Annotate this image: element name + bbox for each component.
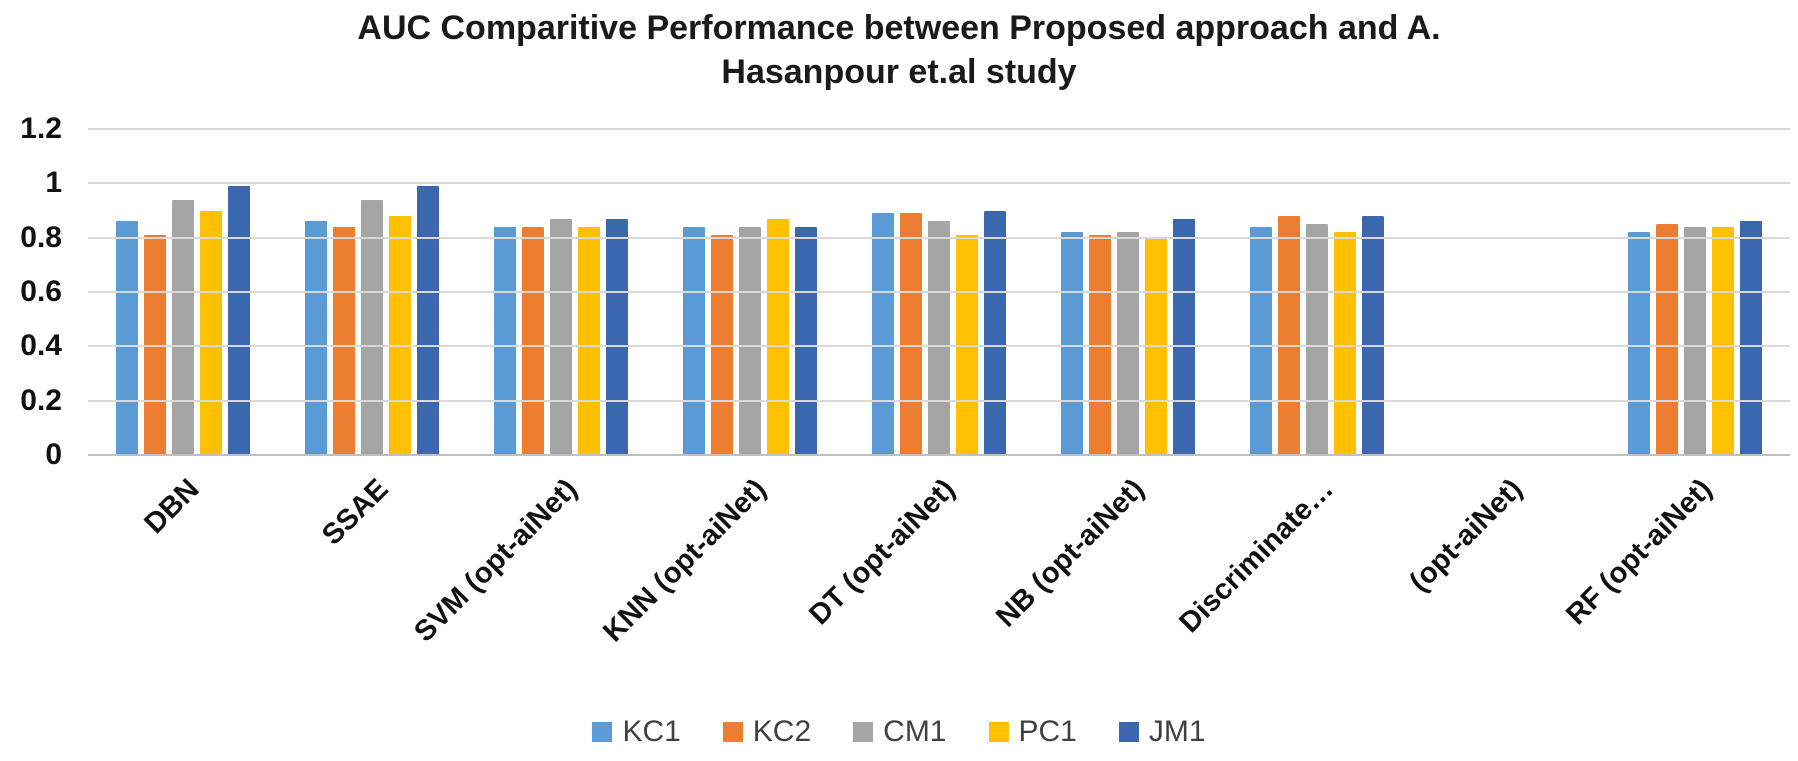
bar-JM1-9 (1740, 221, 1763, 455)
bar-PC1-7 (1334, 232, 1357, 455)
bar-KC2-2 (332, 226, 355, 455)
bar-PC1-9 (1712, 226, 1735, 455)
bar-KC1-5 (871, 213, 894, 455)
bar-PC1-4 (766, 218, 789, 455)
y-tick-label-0.2: 0.2 (20, 383, 62, 417)
bar-JM1-4 (794, 226, 817, 455)
bar-group-5 (844, 129, 1033, 455)
x-axis-label-8: (opt-aiNet) (1403, 473, 1529, 599)
legend-item-CM1: CM1 (853, 715, 947, 749)
y-tick-label-0.8: 0.8 (20, 220, 62, 254)
bar-KC1-9 (1628, 232, 1651, 455)
bar-KC1-4 (682, 226, 705, 455)
legend: KC1 KC2 CM1 PC1 JM1 (0, 715, 1798, 749)
legend-item-KC2: KC2 (722, 715, 812, 749)
gridline-y-1 (88, 182, 1790, 185)
legend-swatch-KC2 (722, 722, 743, 742)
bar-group-2 (277, 129, 466, 455)
bar-KC2-7 (1278, 215, 1301, 455)
x-label-slot-9: RF (opt-aiNet) (1560, 457, 1790, 647)
bar-KC1-3 (493, 226, 516, 455)
bar-KC1-2 (304, 221, 327, 455)
bar-CM1-2 (360, 199, 383, 455)
bar-JM1-1 (227, 186, 250, 455)
bar-CM1-6 (1117, 232, 1140, 455)
legend-label-CM1: CM1 (883, 715, 947, 748)
legend-label-JM1: JM1 (1148, 715, 1206, 748)
bar-KC2-3 (521, 226, 544, 455)
bar-CM1-7 (1306, 224, 1329, 455)
gridline-y-0 (88, 454, 1790, 456)
bar-group-3 (466, 129, 655, 455)
legend-swatch-PC1 (988, 722, 1009, 742)
bar-PC1-2 (388, 215, 411, 455)
bar-groups-container (88, 129, 1790, 455)
gridline-y-0.4 (88, 345, 1790, 348)
bar-JM1-3 (605, 218, 628, 455)
bar-KC1-6 (1061, 232, 1084, 455)
bar-PC1-3 (577, 226, 600, 455)
bar-CM1-5 (927, 221, 950, 455)
gridline-y-0.6 (88, 291, 1790, 293)
bar-JM1-5 (983, 210, 1006, 455)
bar-CM1-9 (1684, 226, 1707, 455)
bar-group-9 (1601, 129, 1790, 455)
x-label-slot-7: Discriminate… (1174, 457, 1412, 647)
y-tick-label-0.4: 0.4 (20, 329, 62, 363)
bar-CM1-3 (549, 218, 572, 455)
y-tick-label-1.2: 1.2 (20, 112, 62, 145)
legend-swatch-CM1 (853, 722, 874, 742)
bar-CM1-4 (738, 226, 761, 455)
x-axis-label-2: SSAE (315, 473, 395, 552)
chart-title: AUC Comparitive Performance between Prop… (0, 6, 1798, 94)
bar-JM1-6 (1173, 218, 1196, 455)
legend-label-KC2: KC2 (752, 715, 812, 748)
bar-JM1-7 (1362, 215, 1385, 455)
bar-KC2-5 (899, 213, 922, 455)
legend-swatch-KC1 (592, 722, 613, 742)
bar-group-4 (655, 129, 844, 455)
y-tick-label-0.6: 0.6 (20, 275, 62, 308)
bar-KC1-1 (115, 221, 138, 455)
y-tick-label-1: 1 (45, 166, 62, 200)
x-axis-labels: DBN SSAE SVM (opt-aiNet) KNN (opt-aiNet) DT … (88, 457, 1790, 648)
gridline-y-1.2 (88, 128, 1790, 130)
legend-item-PC1: PC1 (988, 715, 1077, 749)
bar-group-7 (1223, 129, 1412, 455)
y-tick-label-0: 0 (45, 438, 62, 471)
legend-item-JM1: JM1 (1118, 715, 1206, 749)
chart-title-line1: AUC Comparitive Performance between Prop… (357, 9, 1441, 47)
x-label-slot-1: DBN (88, 457, 277, 647)
legend-swatch-JM1 (1118, 722, 1139, 742)
legend-item-KC1: KC1 (592, 715, 681, 749)
gridline-y-0.8 (88, 236, 1790, 239)
bar-JM1-2 (416, 186, 439, 455)
bar-KC2-9 (1656, 224, 1679, 455)
chart-title-line2: Hasanpour et.al study (721, 53, 1077, 92)
legend-label-KC1: KC1 (622, 715, 681, 748)
gridline-y-0.2 (88, 399, 1790, 402)
bar-KC1-7 (1250, 226, 1273, 455)
legend-label-PC1: PC1 (1018, 715, 1077, 748)
bar-CM1-1 (171, 199, 194, 455)
bar-PC1-1 (199, 210, 222, 455)
plot-area (88, 128, 1790, 456)
x-axis-label-1: DBN (138, 473, 206, 541)
